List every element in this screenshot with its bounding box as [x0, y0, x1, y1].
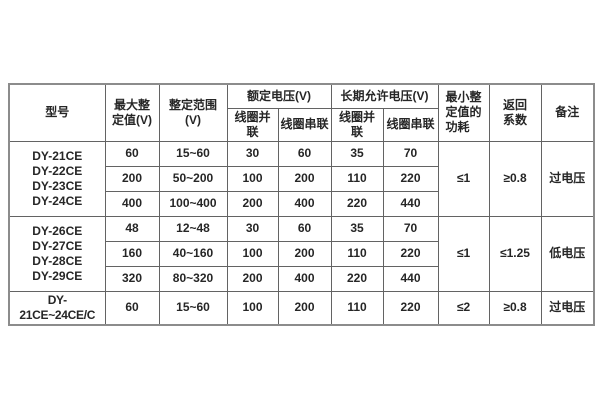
cell-min-power-footer: ≤2: [437, 290, 490, 325]
cell-long-parallel: 110: [330, 165, 384, 192]
cell-long-series: 440: [382, 265, 439, 292]
cell-rated-series: 200: [277, 240, 332, 267]
cell-models-group2: DY-26CE DY-27CE DY-28CE DY-29CE: [8, 215, 106, 292]
cell-long-series: 70: [382, 215, 439, 242]
cell-long-parallel: 220: [330, 265, 384, 292]
cell-rated-parallel: 30: [226, 140, 279, 167]
header-row-1: 型号 最大整 定值(V) 整定范围 (V) 额定电压(V) 长期允许电压(V) …: [8, 83, 595, 142]
header-min-power: 最小整 定值的 功耗: [437, 83, 490, 142]
header-long-coil-parallel: 线圈并联: [330, 107, 384, 142]
cell-max-setting: 400: [104, 190, 160, 217]
header-max-setting: 最大整 定值(V): [104, 83, 160, 142]
header-return-coefficient: 返回 系数: [488, 83, 542, 142]
cell-rated-series: 60: [277, 215, 332, 242]
cell-max-setting: 48: [104, 215, 160, 242]
header-rated-coil-parallel: 线圈并联: [226, 107, 279, 142]
table-row: DY-21CE DY-22CE DY-23CE DY-24CE 60 15~60…: [8, 140, 595, 217]
cell-models-group1: DY-21CE DY-22CE DY-23CE DY-24CE: [8, 140, 106, 217]
cell-max-setting: 60: [104, 290, 160, 325]
cell-range: 12~48: [158, 215, 228, 242]
cell-long-series: 220: [382, 290, 439, 325]
cell-remark-footer: 过电压: [540, 290, 595, 325]
cell-max-setting: 160: [104, 240, 160, 267]
header-remarks: 备注: [540, 83, 595, 142]
header-rated-coil-series: 线圈串联: [277, 107, 332, 142]
relay-spec-table: 型号 最大整 定值(V) 整定范围 (V) 额定电压(V) 长期允许电压(V) …: [8, 83, 595, 326]
table-row: 160 40~160 100 200 110 220: [9, 240, 594, 267]
cell-range: 40~160: [158, 240, 228, 267]
cell-long-series: 220: [382, 165, 439, 192]
header-rated-voltage: 额定电压(V): [226, 83, 332, 109]
cell-min-power-group2: ≤1: [437, 215, 490, 292]
cell-return-coefficient-group1: ≥0.8: [488, 140, 542, 217]
cell-range: 100~400: [158, 190, 228, 217]
cell-rated-parallel: 200: [226, 190, 279, 217]
cell-rated-series: 400: [277, 265, 332, 292]
table-row: DY-21CE~24CE/C 60 15~60 100 200 110 220 …: [8, 290, 595, 325]
header-model: 型号: [8, 83, 106, 142]
cell-rated-series: 400: [277, 190, 332, 217]
cell-long-series: 440: [382, 190, 439, 217]
cell-rated-parallel: 100: [226, 165, 279, 192]
cell-range: 15~60: [158, 140, 228, 167]
cell-rated-parallel: 200: [226, 265, 279, 292]
cell-remark-group1: 过电压: [540, 140, 595, 217]
cell-max-setting: 200: [104, 165, 160, 192]
cell-long-series: 70: [382, 140, 439, 167]
cell-long-series: 220: [382, 240, 439, 267]
cell-long-parallel: 35: [330, 215, 384, 242]
cell-min-power-group1: ≤1: [437, 140, 490, 217]
header-row-2: 线圈并联 线圈串联 线圈并联 线圈串联: [9, 107, 594, 142]
header-long-term-voltage: 长期允许电压(V): [330, 83, 439, 109]
table-row: 320 80~320 200 400 220 440: [9, 265, 594, 292]
cell-long-parallel: 220: [330, 190, 384, 217]
cell-max-setting: 320: [104, 265, 160, 292]
cell-rated-parallel: 30: [226, 215, 279, 242]
header-min-power-label: 最小整 定值的 功耗: [445, 90, 482, 135]
cell-return-coefficient-footer: ≥0.8: [488, 290, 542, 325]
cell-long-parallel: 35: [330, 140, 384, 167]
header-setting-range: 整定范围 (V): [158, 83, 228, 142]
header-long-coil-series: 线圈串联: [382, 107, 439, 142]
cell-range: 15~60: [158, 290, 228, 325]
table-row: DY-26CE DY-27CE DY-28CE DY-29CE 48 12~48…: [8, 215, 595, 292]
cell-model-footer: DY-21CE~24CE/C: [8, 290, 106, 325]
cell-rated-series: 60: [277, 140, 332, 167]
table-row: 200 50~200 100 200 110 220: [9, 165, 594, 192]
cell-rated-series: 200: [277, 290, 332, 325]
cell-rated-parallel: 100: [226, 240, 279, 267]
cell-return-coefficient-group2: ≤1.25: [488, 215, 542, 292]
cell-long-parallel: 110: [330, 240, 384, 267]
cell-max-setting: 60: [104, 140, 160, 167]
cell-range: 50~200: [158, 165, 228, 192]
cell-rated-series: 200: [277, 165, 332, 192]
cell-rated-parallel: 100: [226, 290, 279, 325]
cell-remark-group2: 低电压: [540, 215, 595, 292]
cell-range: 80~320: [158, 265, 228, 292]
cell-long-parallel: 110: [330, 290, 384, 325]
